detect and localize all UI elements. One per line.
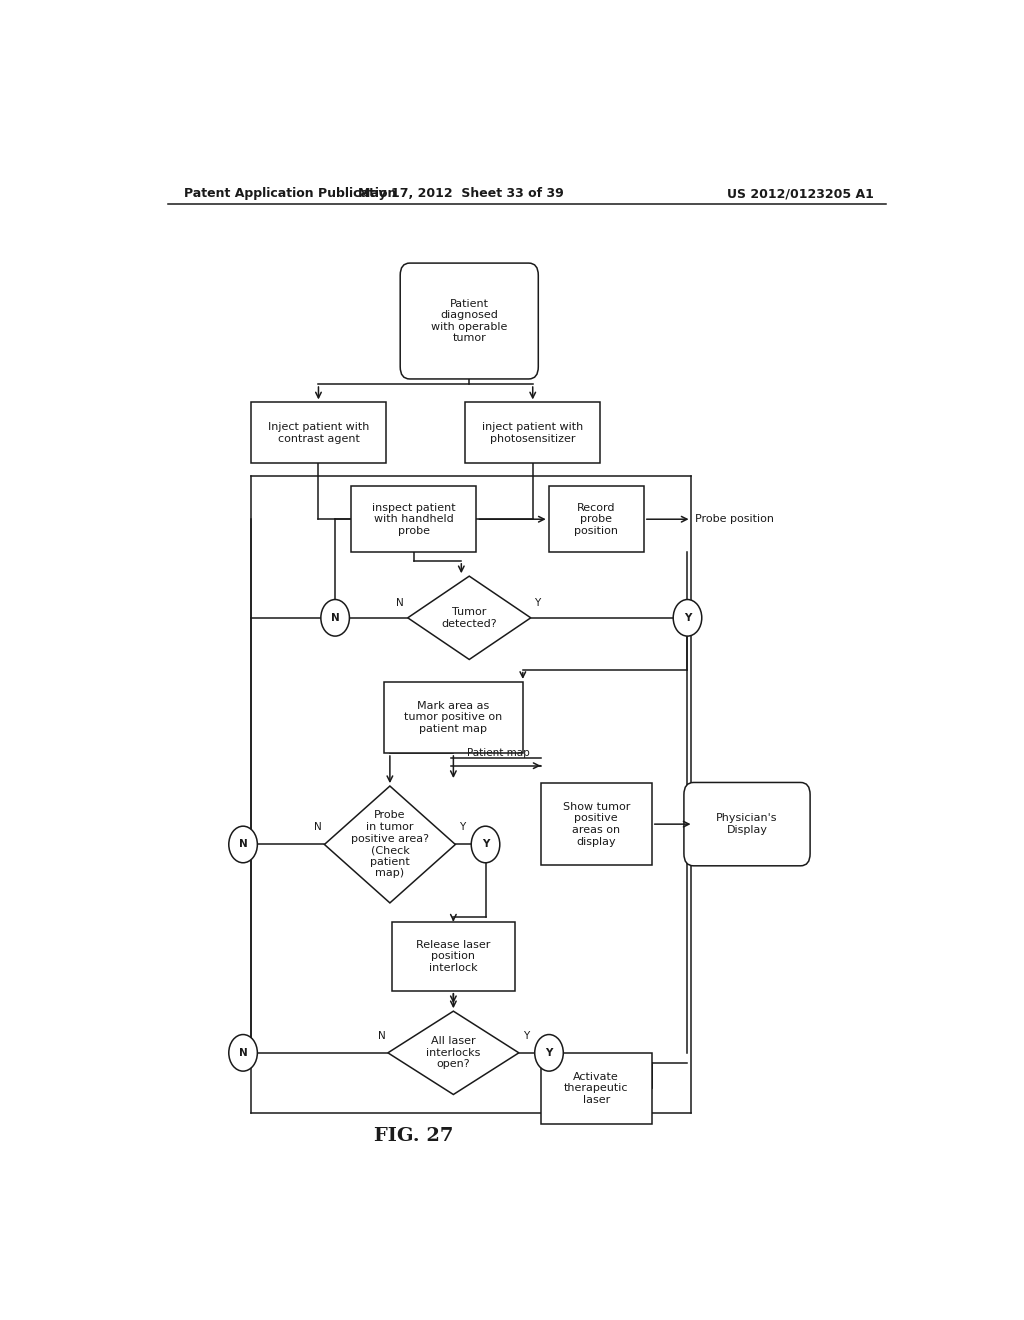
Text: Y: Y (534, 598, 541, 607)
Bar (465, 403, 600, 463)
Text: Mark area as
tumor positive on
patient map: Mark area as tumor positive on patient m… (404, 701, 503, 734)
Text: N: N (239, 840, 248, 850)
Text: US 2012/0123205 A1: US 2012/0123205 A1 (727, 187, 873, 201)
Text: N: N (396, 598, 403, 607)
Text: Y: Y (482, 840, 489, 850)
Text: inject patient with
photosensitizer: inject patient with photosensitizer (482, 422, 584, 444)
Circle shape (535, 1035, 563, 1071)
Text: Physician's
Display: Physician's Display (716, 813, 778, 836)
Bar (251, 403, 386, 463)
Text: Patent Application Publication: Patent Application Publication (183, 187, 396, 201)
Polygon shape (325, 785, 456, 903)
Text: Inject patient with
contrast agent: Inject patient with contrast agent (268, 422, 369, 444)
Text: Probe position: Probe position (695, 515, 774, 524)
Text: Record
probe
position: Record probe position (574, 503, 618, 536)
Text: May 17, 2012  Sheet 33 of 39: May 17, 2012 Sheet 33 of 39 (358, 187, 564, 201)
Text: inspect patient
with handheld
probe: inspect patient with handheld probe (372, 503, 456, 536)
Circle shape (228, 1035, 257, 1071)
Text: Patient map: Patient map (467, 747, 529, 758)
Bar (549, 486, 644, 552)
Text: N: N (239, 1048, 248, 1057)
Circle shape (321, 599, 349, 636)
Text: N: N (378, 1031, 385, 1040)
Text: All laser
interlocks
open?: All laser interlocks open? (426, 1036, 480, 1069)
FancyBboxPatch shape (684, 783, 810, 866)
Text: Release laser
position
interlock: Release laser position interlock (416, 940, 490, 973)
Polygon shape (408, 576, 530, 660)
Circle shape (471, 826, 500, 863)
Text: Y: Y (546, 1048, 553, 1057)
Text: Patient
diagnosed
with operable
tumor: Patient diagnosed with operable tumor (431, 298, 508, 343)
Text: N: N (331, 612, 340, 623)
Text: Y: Y (684, 612, 691, 623)
Text: Y: Y (523, 1031, 529, 1040)
Text: FIG. 27: FIG. 27 (374, 1127, 454, 1146)
FancyBboxPatch shape (400, 263, 539, 379)
Text: Show tumor
positive
areas on
display: Show tumor positive areas on display (562, 801, 630, 846)
Bar (384, 682, 523, 752)
Circle shape (228, 826, 257, 863)
Bar (541, 784, 652, 865)
Text: Probe
in tumor
positive area?
(Check
patient
map): Probe in tumor positive area? (Check pat… (351, 810, 429, 879)
Bar (392, 921, 515, 991)
Text: Y: Y (460, 822, 466, 833)
Text: Activate
therapeutic
laser: Activate therapeutic laser (564, 1072, 629, 1105)
Polygon shape (388, 1011, 519, 1094)
Bar (351, 486, 476, 552)
Text: Tumor
detected?: Tumor detected? (441, 607, 497, 628)
Bar (541, 1053, 652, 1125)
Circle shape (673, 599, 701, 636)
Text: N: N (314, 822, 322, 833)
